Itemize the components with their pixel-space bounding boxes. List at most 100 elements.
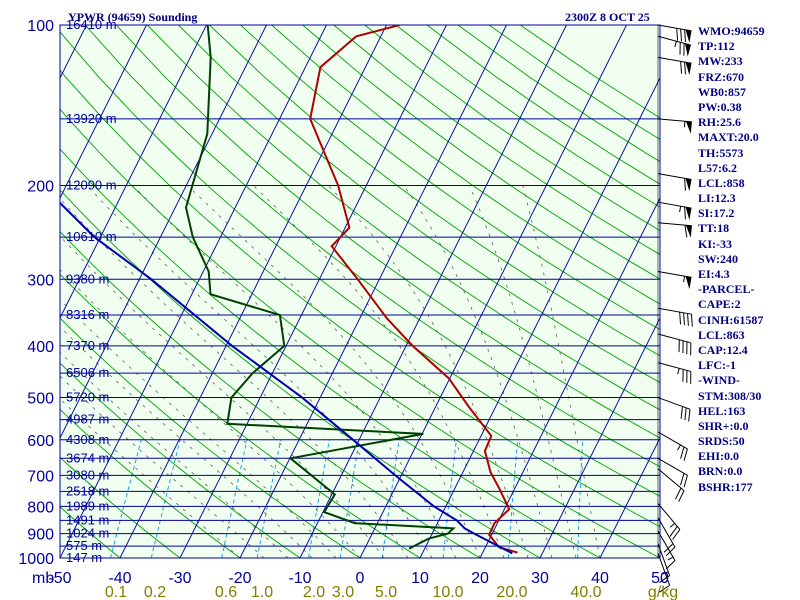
chart-background-layer xyxy=(60,25,660,558)
isotherm-line xyxy=(60,25,267,440)
mixing-ratio-label: 2.0 xyxy=(303,584,325,600)
index-item: FRZ:670 xyxy=(698,69,744,84)
wind-barb-flag xyxy=(683,312,685,326)
sounding-traces xyxy=(60,25,518,555)
isotherm-line xyxy=(239,25,507,558)
wind-barb xyxy=(657,173,692,192)
mixing-ratio-label: 0.1 xyxy=(105,584,127,600)
pressure-tick-label: 500 xyxy=(27,391,54,408)
wind-barb-flag xyxy=(665,546,676,557)
temperature-tick-label: 20 xyxy=(471,570,489,587)
wind-barb-flag xyxy=(665,560,676,570)
wind-barb xyxy=(657,24,692,43)
mixing-ratio-line xyxy=(150,439,181,558)
wind-barb-flag xyxy=(659,575,670,583)
wind-barb-shaft xyxy=(657,553,671,586)
wind-barb-pennant xyxy=(685,29,692,43)
height-label: 575 m xyxy=(66,538,102,553)
pressure-tick-label: 800 xyxy=(27,499,54,516)
isotherm-line xyxy=(60,25,207,320)
height-label: 1989 m xyxy=(66,498,109,513)
index-item: CAP:12.4 xyxy=(698,342,748,357)
mixing-ratio-label: 1.0 xyxy=(251,584,273,600)
wind-barb-half-flag xyxy=(683,121,686,128)
wind-barb xyxy=(657,431,688,461)
wind-barb-half-flag xyxy=(683,276,686,283)
height-label: 12090 m xyxy=(66,177,117,192)
wind-barb-shaft xyxy=(657,118,692,123)
wind-barb-shaft xyxy=(657,362,691,372)
index-item: CINH:61587 xyxy=(698,312,764,327)
wind-barb-shaft xyxy=(657,503,681,530)
height-label: 8316 m xyxy=(66,307,109,322)
temperature-trace xyxy=(309,25,518,554)
wind-barb xyxy=(657,118,692,134)
station-title: YPWR (94659) Sounding xyxy=(68,10,198,24)
mixing-ratio-label: 40.0 xyxy=(570,584,601,600)
wind-barb xyxy=(657,468,685,502)
index-item: LCL:858 xyxy=(698,175,745,190)
wind-barb-flag xyxy=(683,448,688,461)
isotherm-line xyxy=(479,196,660,558)
temperature-tick-label: 50 xyxy=(651,570,669,587)
wind-barb xyxy=(657,222,692,238)
height-label: 13920 m xyxy=(66,111,117,126)
wind-barb-flag xyxy=(683,475,688,488)
plot-frame xyxy=(59,24,661,559)
index-item: TH:5573 xyxy=(698,145,744,160)
index-item: MW:233 xyxy=(698,54,743,69)
index-item: SW:240 xyxy=(698,251,739,266)
height-label: 10610 m xyxy=(66,229,117,244)
wind-barb-pennant xyxy=(685,178,692,192)
isotherm-line xyxy=(60,25,327,558)
index-item: STM:308/30 xyxy=(698,388,762,403)
pressure-unit-label: mb xyxy=(32,570,54,587)
height-label: 4308 m xyxy=(66,432,109,447)
temperature-tick-label: -50 xyxy=(48,570,71,587)
pressure-tick-label: 400 xyxy=(27,339,54,356)
temperature-tick-label: -30 xyxy=(168,570,191,587)
index-item: SI:17.2 xyxy=(698,206,735,221)
height-label: 147 m xyxy=(66,550,102,565)
pressure-tick-label: 100 xyxy=(27,18,54,35)
height-label: 4987 m xyxy=(66,412,109,427)
wind-barb-half-flag xyxy=(674,41,677,48)
wind-barb-shaft xyxy=(657,201,692,209)
pressure-tick-label: 700 xyxy=(27,468,54,485)
height-label: 7370 m xyxy=(66,338,109,353)
wind-barb-flag xyxy=(659,584,670,593)
wind-barb-pennant xyxy=(685,121,692,134)
wind-barb-shaft xyxy=(657,457,688,476)
height-label: 1024 m xyxy=(66,526,109,541)
mixing-ratio-label: 0.6 xyxy=(215,584,237,600)
wind-barb-flag xyxy=(688,409,691,422)
wind-barb-flag xyxy=(684,62,686,75)
temperature-tick-label: -20 xyxy=(228,570,251,587)
mixing-ratio-line xyxy=(110,439,142,558)
height-label: 2518 m xyxy=(66,483,109,498)
wind-barb xyxy=(657,56,692,76)
wind-barb xyxy=(657,553,671,593)
index-item: RH:25.6 xyxy=(698,115,741,130)
plot-area xyxy=(60,25,660,558)
parcel-trace xyxy=(60,201,513,555)
index-item: CAPE:2 xyxy=(698,297,741,312)
wind-barb xyxy=(657,35,691,57)
pressure-tick-label: 200 xyxy=(27,178,54,195)
mixing-ratio-label: 5.0 xyxy=(375,584,397,600)
index-item: L57:6.2 xyxy=(698,160,737,175)
index-item: MAXT:20.0 xyxy=(698,130,759,145)
index-item: KI:-33 xyxy=(698,236,732,251)
wind-barb xyxy=(657,397,691,422)
isotherm-line xyxy=(539,316,660,558)
wind-barb-shaft xyxy=(657,173,692,180)
wind-barb-pennant xyxy=(685,62,692,76)
wind-barb-shaft xyxy=(657,307,692,315)
index-item: TP:112 xyxy=(698,39,735,54)
moist-adiabat-line xyxy=(60,326,313,558)
wind-barb-half-flag xyxy=(667,556,674,561)
index-item: LCL:863 xyxy=(698,327,745,342)
pressure-tick-label: 600 xyxy=(27,433,54,450)
isotherm-line xyxy=(119,25,387,558)
